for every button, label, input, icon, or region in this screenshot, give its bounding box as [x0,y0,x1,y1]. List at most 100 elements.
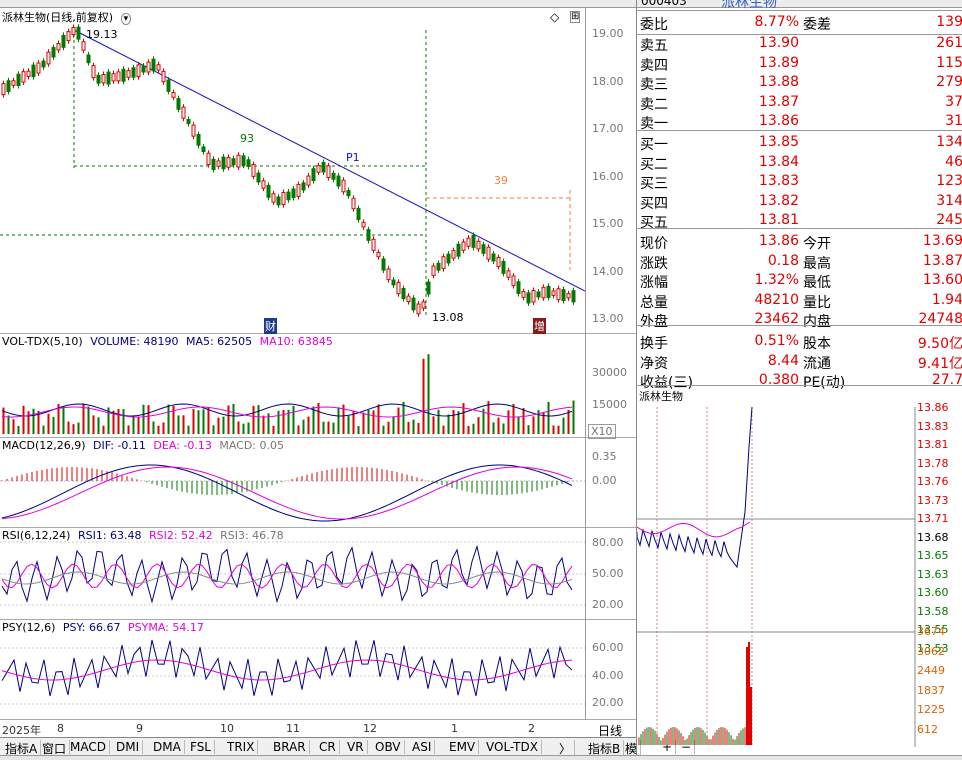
diamond-icon[interactable]: ◇ [550,10,560,24]
candle [421,301,426,309]
dea-value: DEA: -0.13 [153,439,212,452]
candle [356,207,361,221]
x-label: 1 [451,722,458,735]
candle [141,65,146,73]
buy-row: 买一 13.85 134 [637,134,962,153]
indicator-tab[interactable]: VOL-TDX [483,740,542,754]
candle [311,168,316,182]
candle [566,293,571,299]
intraday-panel[interactable]: 派林生物 13.86 13.83 13.81 13.78 13.76 13.73 13.71… [637,387,962,760]
candle [221,156,226,170]
buy-row-v1: 13.81 [758,212,799,228]
indicator-tab[interactable]: BRAR [270,740,310,754]
ma5-line [1,403,573,417]
indicator-tab[interactable]: ASI [409,740,436,754]
sell-row-l1: 卖一 [640,116,668,132]
indicator-tab[interactable]: − [678,740,696,754]
kline-panel[interactable]: 派林生物(日线,前复权) ▾ ◇ ⊞ 19.13 13.08 P1 93 39 … [0,8,636,334]
indicator-tab[interactable]: OBV [372,740,405,754]
period-button[interactable]: 日线 [598,724,623,738]
indicator-tab[interactable]: 指标B [585,740,625,757]
indicator-tab[interactable]: TRIX [224,740,259,754]
period-label: 93 [240,132,254,145]
candle [296,183,301,197]
candle [466,237,471,247]
candle [526,292,531,304]
webi-row-l1: 委比 [640,17,668,33]
stat-row-v2: 13.60 [922,272,962,289]
stat2-row-l2: 股本 [803,336,831,353]
tick: 20.00 [592,598,624,611]
stock-code: 000403 [641,0,687,8]
sell-row: 卖三 13.88 279 [637,74,962,93]
candle [121,68,126,82]
rsi-panel[interactable]: RSI(6,12,24) RSI1: 63.48 RSI2: 52.42 RSI… [0,528,636,620]
stat-row-l1: 涨幅 [640,275,668,292]
candle [381,258,386,271]
macd-panel[interactable]: MACD(12,26,9) DIF: -0.11 DEA: -0.13 MACD… [0,438,636,528]
candle [476,240,481,250]
tick: 40.00 [592,669,624,682]
webi-row-l2: 委差 [803,17,831,33]
x-label: 10 [220,722,234,735]
indicator-tab[interactable]: 窗口 [39,740,71,757]
candle [51,47,56,58]
candle [371,238,376,251]
candle [201,146,206,153]
candle [326,165,331,179]
sell-row-v2: 37 [945,93,962,110]
candle [151,58,156,72]
indicator-tab[interactable]: DMA [150,740,185,754]
ma5-value: MA5: 62505 [185,335,253,348]
rsi3-line [1,571,573,585]
candle [276,196,281,206]
sell-row-v1: 13.90 [758,35,799,52]
candle [126,70,131,78]
unit-label: X10 [588,424,616,439]
candle [431,265,436,276]
candle [516,281,521,294]
candle [571,290,576,303]
indicator-tab[interactable]: 〉 [556,740,576,757]
stat-row-l2: 内盘 [803,314,831,330]
stat-row-v1: 48210 [754,291,799,308]
candle [91,65,96,79]
candle [386,268,391,281]
indicator-tab[interactable]: + [659,740,677,754]
indicator-tab[interactable]: VR [344,740,368,754]
psy-panel[interactable]: PSY(12,6) PSY: 66.67 PSYMA: 54.17 60.00 … [0,620,636,720]
candle [441,256,446,270]
psy-title: PSY(12,6) PSY: 66.67 PSYMA: 54.17 [2,621,208,634]
indicator-tab[interactable]: EMV [446,740,480,754]
chevron-down-icon[interactable]: ▾ [120,13,132,25]
volume-panel[interactable]: VOL-TDX(5,10) VOLUME: 48190 MA5: 62505 M… [0,334,636,439]
ma10-line [1,406,573,418]
indicator-tab[interactable]: MACD [67,740,110,754]
candle [86,54,91,64]
stat-row-v1: 0.18 [767,252,799,269]
badge-cai[interactable]: 财 [264,318,277,334]
badge-zeng[interactable]: 增 [533,318,546,334]
buy-row: 买三 13.83 123 [637,173,962,192]
indicator-tabs: 指标A 窗口 MACD DMI DMA FSL TRIX BRAR CR VR OBV ASI EMV V… [0,737,696,760]
collapse-icon[interactable]: ⊞ [570,11,581,23]
sell-row: 卖五 13.90 261 [637,35,962,54]
indicator-tab[interactable]: DMI [113,740,144,754]
price-tick: 13.71 [917,512,949,525]
indicator-tab[interactable]: FSL [187,740,215,754]
indicator-tab[interactable]: CR [316,740,340,754]
candle [406,295,411,303]
stat2-row-l1: 收益(三) [640,375,693,392]
psy-value: PSY: 66.67 [62,621,121,634]
price-tick: 13.86 [917,401,949,414]
indicator-tab[interactable]: 指标A [2,740,42,757]
stock-name: 派林生物 [721,0,777,10]
stat-row: 现价 13.86 今开 13.69 [637,233,962,252]
dif-line [1,464,573,522]
quote-panel: 000403 派林生物 委比 8.77% 委差 139 卖五 13.90 261 卖四 13.8… [636,0,962,760]
stat2-row: 净资 8.44 流通 9.41亿 [637,353,962,372]
candle [96,74,101,84]
tick: 80.00 [592,536,624,549]
stat-row-l1: 总量 [640,294,668,311]
candle [71,26,76,36]
